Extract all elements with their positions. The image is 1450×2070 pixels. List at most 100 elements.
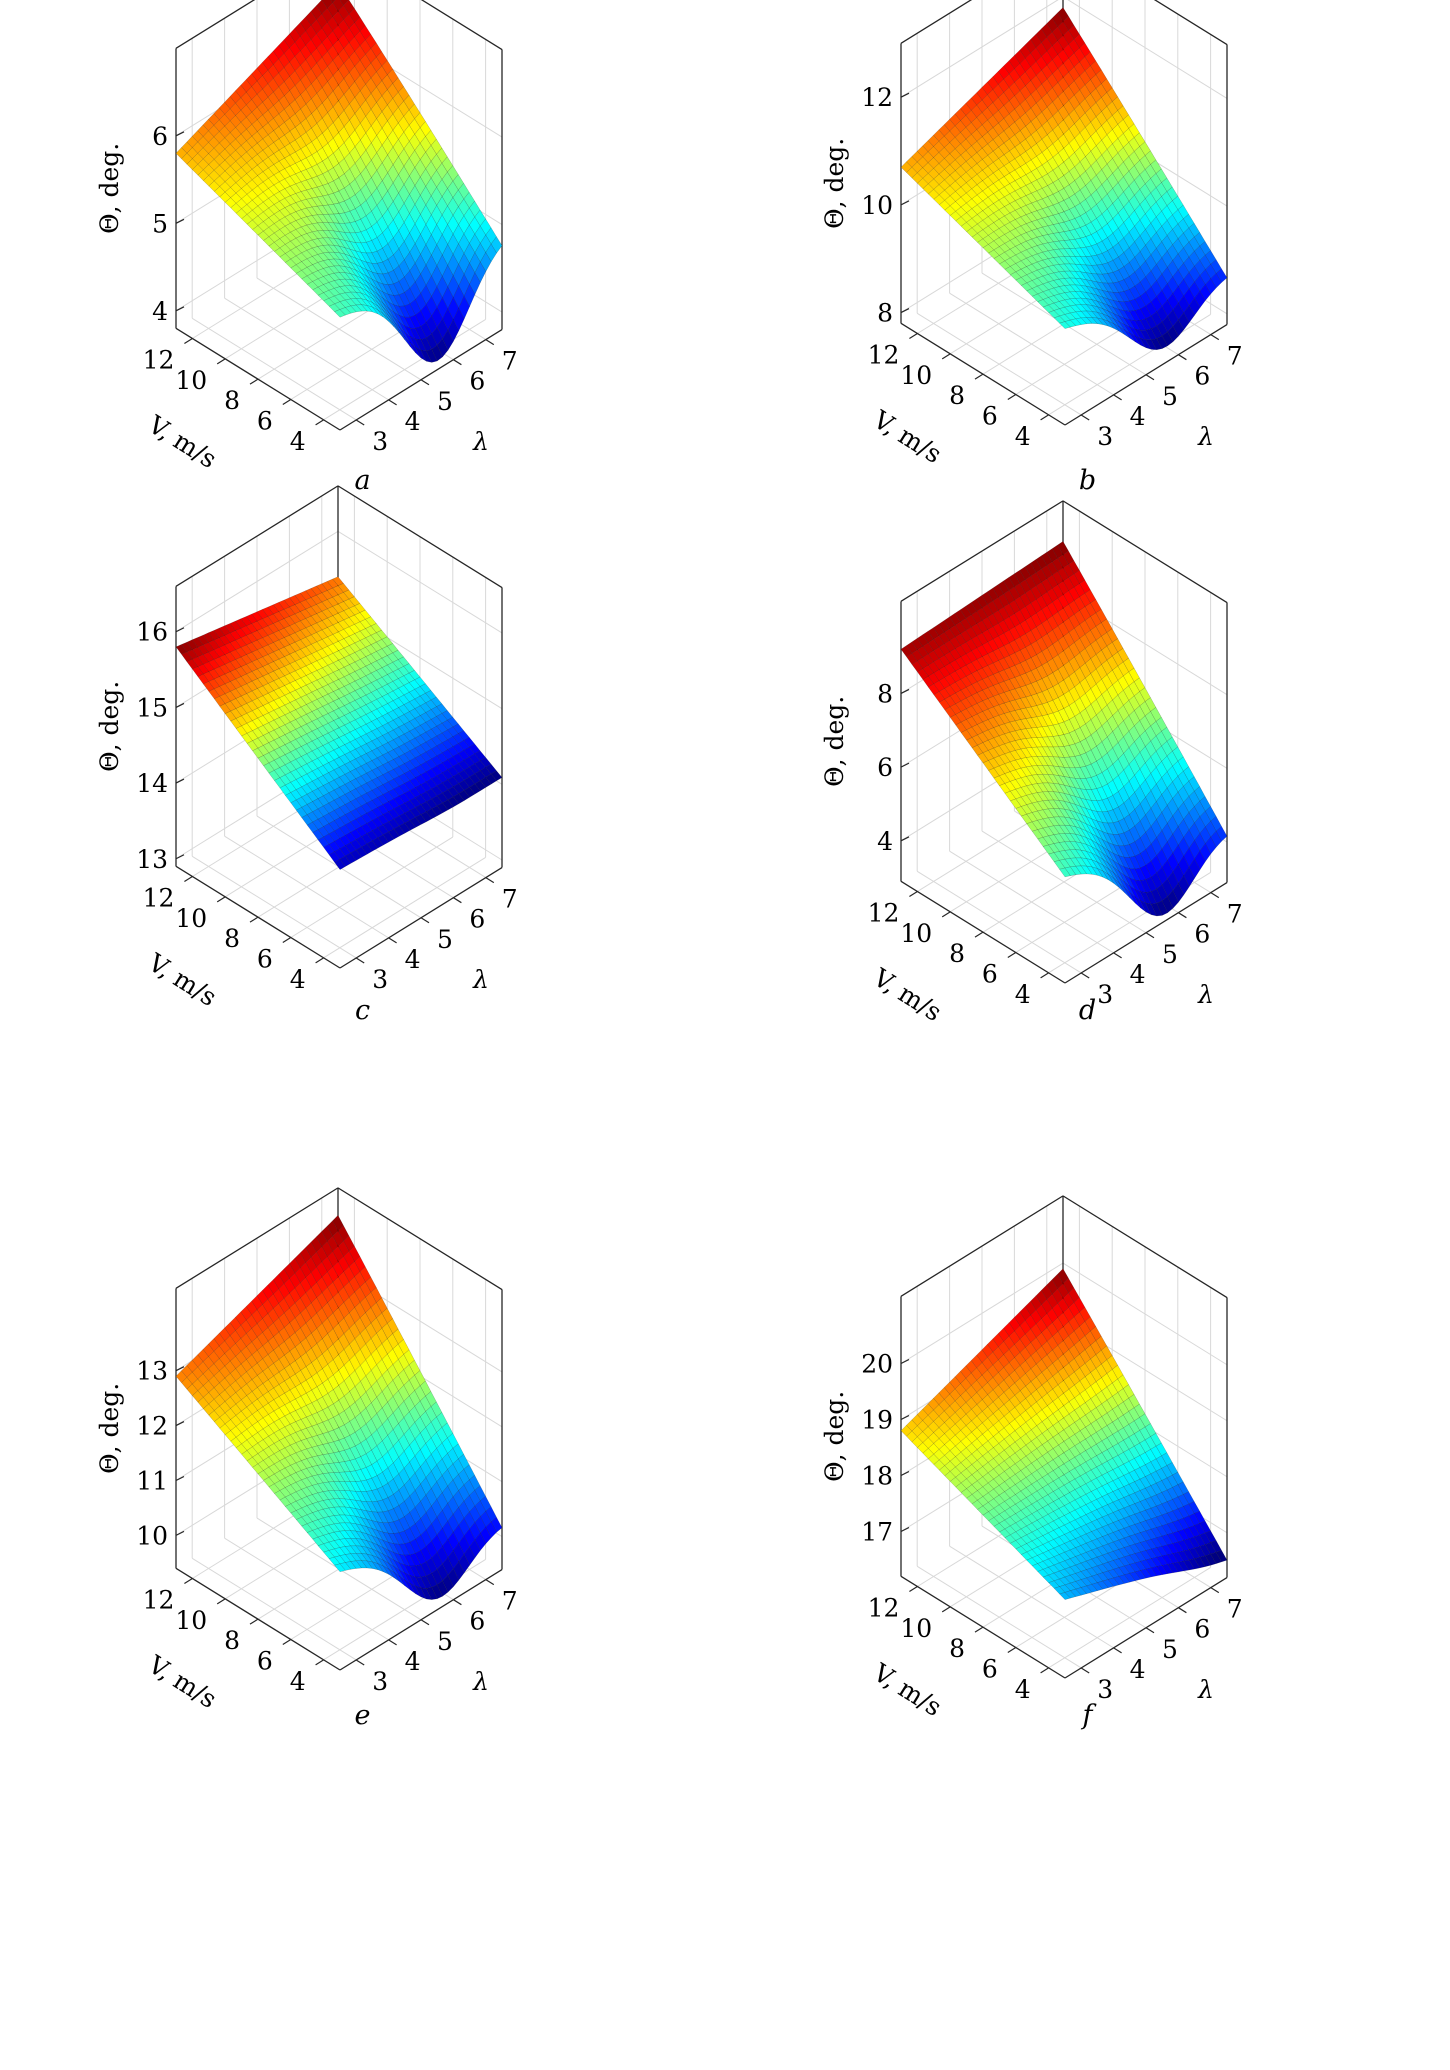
theta-tick xyxy=(175,131,185,137)
surface-patch xyxy=(382,291,395,306)
surface-patch xyxy=(458,1453,470,1470)
surface-patch xyxy=(1091,866,1104,878)
surface-patch xyxy=(425,1453,437,1472)
surface-patch xyxy=(386,652,399,663)
surface-patch xyxy=(295,736,308,747)
surface-patch xyxy=(409,1582,422,1598)
surface-patch xyxy=(327,192,340,205)
surface-patch xyxy=(290,264,303,274)
surface-patch xyxy=(1074,103,1086,119)
surface-patch xyxy=(474,1532,487,1551)
surface-patch xyxy=(262,134,274,147)
surface-patch xyxy=(1075,841,1087,852)
surface-patch xyxy=(334,827,346,839)
surface-patch xyxy=(1063,171,1075,185)
surface-patch xyxy=(350,291,362,300)
surface-patch xyxy=(1031,179,1043,192)
surface-patch xyxy=(1069,825,1082,836)
theta-tick xyxy=(900,308,910,314)
surface-a xyxy=(175,0,503,363)
surface-patch xyxy=(290,799,302,811)
surface-patch xyxy=(285,792,297,804)
v-tick xyxy=(1007,393,1017,401)
surface-patch xyxy=(1096,709,1108,727)
surface-patch xyxy=(294,22,306,37)
surface-patch xyxy=(425,728,438,740)
surface-patch xyxy=(376,1544,389,1558)
surface-patch xyxy=(1041,1367,1053,1382)
surface-patch xyxy=(382,1497,394,1512)
surface-patch xyxy=(1086,317,1098,324)
lambda-tick xyxy=(355,1659,365,1666)
surface-patch xyxy=(278,627,291,638)
surface-patch xyxy=(447,1568,460,1588)
surface-patch xyxy=(349,194,361,209)
surface-patch xyxy=(191,646,204,658)
surface-patch xyxy=(317,245,329,254)
surface-patch xyxy=(1009,639,1021,654)
surface-patch xyxy=(316,1322,328,1340)
surface-patch xyxy=(355,1515,368,1528)
v-tick xyxy=(974,373,984,380)
surface-patch xyxy=(1069,311,1082,320)
theta-axis-label: Θ, deg. xyxy=(820,696,849,787)
surface-patch xyxy=(355,269,367,282)
surface-patch xyxy=(398,1562,411,1576)
surface-patch xyxy=(1085,799,1098,812)
surface-patch xyxy=(458,182,470,200)
surface-patch xyxy=(388,318,400,334)
theta-tick-label: 13 xyxy=(136,845,168,874)
surface-patch xyxy=(987,231,1000,242)
surface-patch xyxy=(262,663,275,674)
theta-tick-label: 4 xyxy=(877,827,893,856)
surface-patch xyxy=(436,1580,449,1597)
surface-patch xyxy=(283,644,296,655)
surface-patch xyxy=(922,183,934,195)
surface-patch xyxy=(441,769,454,780)
surface-patch xyxy=(272,620,285,631)
surface-patch xyxy=(317,1464,329,1474)
surface-patch xyxy=(1069,841,1082,851)
surface-patch xyxy=(339,272,351,280)
surface-patch xyxy=(235,725,248,737)
surface-patch xyxy=(1085,837,1098,851)
surface-patch xyxy=(420,1443,432,1461)
v-tick xyxy=(282,1638,292,1646)
surface-patch xyxy=(1080,828,1093,841)
surface-patch xyxy=(267,50,279,65)
theta-tick-label: 4 xyxy=(152,297,168,326)
surface-patch xyxy=(371,757,384,768)
surface-patch xyxy=(414,159,426,178)
surface-patch xyxy=(316,185,329,197)
surface-patch xyxy=(1048,852,1060,862)
surface-patch xyxy=(218,635,231,646)
surface-patch xyxy=(1096,300,1109,312)
surface-patch xyxy=(360,1359,372,1377)
surface-patch xyxy=(1188,222,1200,238)
surface-patch xyxy=(306,231,319,241)
surface-patch xyxy=(278,704,291,716)
surface-patch xyxy=(442,799,454,811)
surface-patch xyxy=(365,125,377,144)
surface-patch xyxy=(350,1560,362,1569)
surface-patch xyxy=(310,632,323,643)
surface-patch xyxy=(403,760,416,771)
lambda-tick-label: 7 xyxy=(502,347,518,376)
theta-tick xyxy=(900,688,910,694)
surface-patch xyxy=(214,186,226,198)
surface-c xyxy=(175,576,503,870)
lambda-tick xyxy=(1210,892,1220,899)
surface-patch xyxy=(300,675,313,686)
surface-patch xyxy=(268,1387,280,1400)
surface-patch xyxy=(338,1471,351,1482)
surface-patch xyxy=(322,222,335,232)
surface-patch xyxy=(1085,292,1098,302)
surface-patch xyxy=(1167,325,1179,343)
surface-patch xyxy=(398,1369,410,1386)
surface-patch xyxy=(350,304,362,313)
surface-patch xyxy=(1058,746,1070,758)
surface-patch xyxy=(469,1489,481,1507)
v-tick xyxy=(941,353,951,360)
